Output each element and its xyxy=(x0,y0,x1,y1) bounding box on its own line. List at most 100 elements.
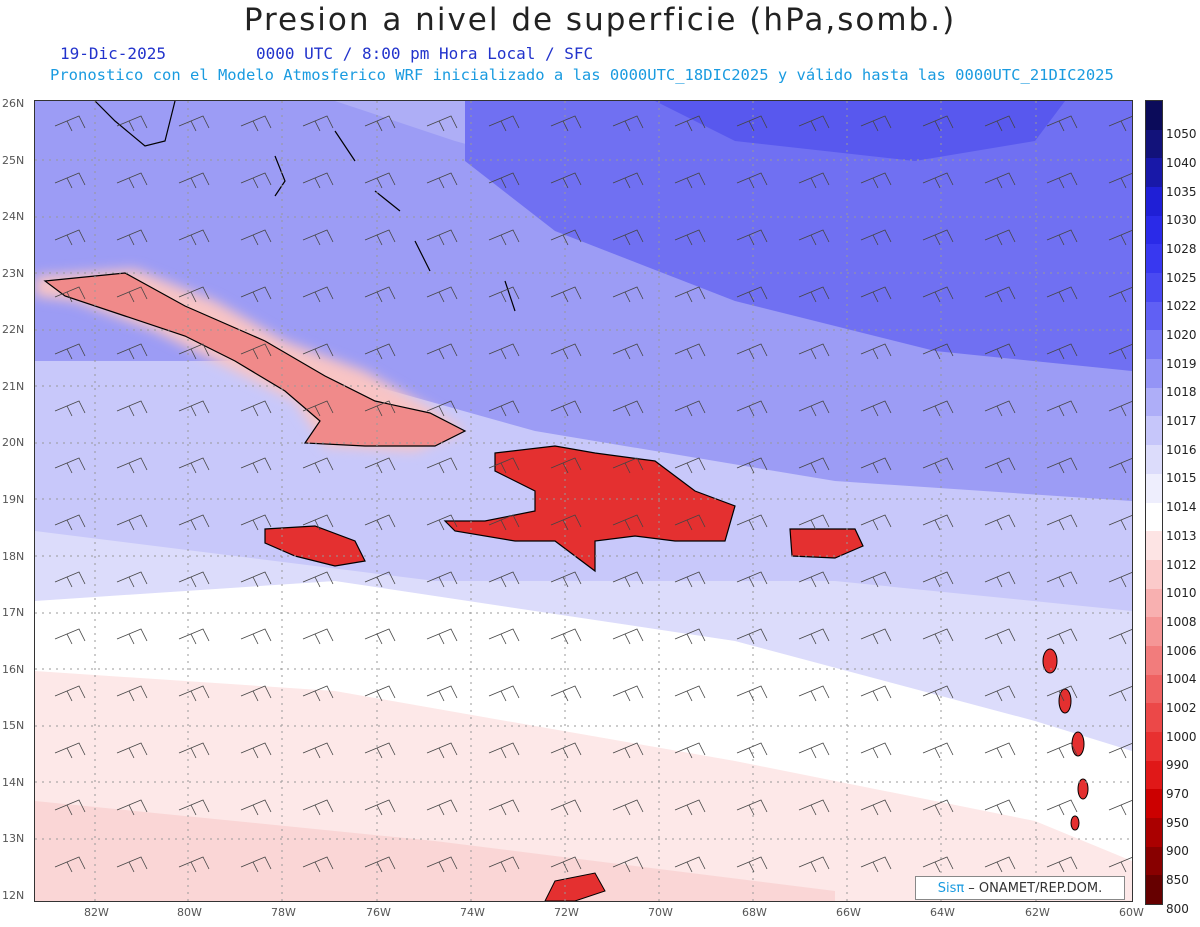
wind-barb xyxy=(798,115,830,132)
wind-barb xyxy=(1108,343,1132,360)
wind-barb xyxy=(364,685,396,702)
wind-barb xyxy=(1046,400,1078,417)
lon-label: 74W xyxy=(460,906,485,919)
colorbar-label: 1050 xyxy=(1166,127,1197,142)
wind-barb xyxy=(612,400,644,417)
wind-barb xyxy=(922,115,954,132)
wind-barb xyxy=(426,685,458,702)
wind-barb xyxy=(178,742,210,759)
wind-barb xyxy=(736,286,768,303)
wind-barb xyxy=(922,400,954,417)
wind-barb xyxy=(798,343,830,360)
colorbar-swatch xyxy=(1146,244,1162,274)
colorbar-label: 990 xyxy=(1166,758,1189,773)
wind-barb xyxy=(798,628,830,645)
colorbar-label: 850 xyxy=(1166,872,1189,887)
wind-barb xyxy=(302,343,334,360)
wind-barb xyxy=(302,742,334,759)
wind-barb xyxy=(612,229,644,246)
wind-barb xyxy=(922,172,954,189)
colorbar-label: 1030 xyxy=(1166,213,1197,228)
wind-barb xyxy=(984,514,1016,531)
wind-barb xyxy=(178,514,210,531)
credit-org: – ONAMET/REP.DOM. xyxy=(968,880,1103,896)
lon-label: 62W xyxy=(1025,906,1050,919)
wind-barb xyxy=(488,115,520,132)
wind-barb xyxy=(426,343,458,360)
wind-barb xyxy=(984,742,1016,759)
wind-barb xyxy=(922,514,954,531)
colorbar-label: 1020 xyxy=(1166,328,1197,343)
wind-barb xyxy=(1046,742,1078,759)
colorbar-swatch xyxy=(1146,559,1162,590)
colorbar-label: 970 xyxy=(1166,786,1189,801)
wind-barb xyxy=(364,742,396,759)
map-title: Presion a nivel de superficie (hPa,somb.… xyxy=(243,2,957,38)
colorbar-swatch xyxy=(1146,416,1162,446)
wind-barb xyxy=(1046,514,1078,531)
wind-barb xyxy=(860,571,892,588)
lon-label: 66W xyxy=(836,906,861,919)
wind-barb xyxy=(240,286,272,303)
lon-label: 78W xyxy=(271,906,296,919)
lat-label: 23N xyxy=(2,267,25,280)
wind-barb xyxy=(178,343,210,360)
wind-barb xyxy=(54,856,86,873)
wind-barb xyxy=(860,856,892,873)
wind-barb xyxy=(488,514,520,531)
colorbar-label: 1016 xyxy=(1166,442,1197,457)
wind-barb xyxy=(798,856,830,873)
wind-barb xyxy=(116,286,148,303)
colorbar-swatch xyxy=(1146,359,1162,389)
wind-barb xyxy=(674,457,706,474)
wind-barb xyxy=(860,742,892,759)
wind-barb xyxy=(426,856,458,873)
wind-barb xyxy=(798,514,830,531)
wind-barb xyxy=(426,286,458,303)
colorbar-swatch xyxy=(1146,101,1162,131)
wind-barb xyxy=(860,115,892,132)
wind-barb xyxy=(302,685,334,702)
wind-barb xyxy=(1046,685,1078,702)
wind-barb xyxy=(488,343,520,360)
wind-barb xyxy=(240,628,272,645)
lat-label: 12N xyxy=(2,889,25,902)
wind-barb xyxy=(984,172,1016,189)
wind-barb xyxy=(612,286,644,303)
colorbar-label: 1040 xyxy=(1166,156,1197,171)
colorbar-swatch xyxy=(1146,674,1162,704)
wind-barb xyxy=(116,799,148,816)
wind-barb xyxy=(674,628,706,645)
venezuela-land xyxy=(544,872,606,901)
wind-barb xyxy=(860,457,892,474)
wind-barb xyxy=(364,115,396,132)
wind-barb xyxy=(550,229,582,246)
wind-barb xyxy=(488,286,520,303)
wind-barb xyxy=(1046,457,1078,474)
wind-barb xyxy=(364,229,396,246)
wind-barb xyxy=(984,628,1016,645)
wind-barb xyxy=(1108,286,1132,303)
wind-barb xyxy=(860,514,892,531)
wind-barb xyxy=(426,400,458,417)
wind-barb xyxy=(178,685,210,702)
lat-label: 18N xyxy=(2,550,25,563)
dominica-land xyxy=(1058,688,1072,714)
wind-barb xyxy=(674,571,706,588)
wind-barb xyxy=(302,286,334,303)
forecast-date: 19-Dic-2025 xyxy=(60,44,166,63)
lon-label: 68W xyxy=(742,906,767,919)
wind-barb xyxy=(736,115,768,132)
wind-barb xyxy=(736,343,768,360)
wind-barb xyxy=(302,799,334,816)
wind-barb xyxy=(550,856,582,873)
wind-barb xyxy=(116,172,148,189)
wind-barb xyxy=(54,400,86,417)
lat-label: 15N xyxy=(2,719,25,732)
wind-barb xyxy=(1046,229,1078,246)
wind-barb xyxy=(612,571,644,588)
wind-barb xyxy=(550,742,582,759)
wind-barb xyxy=(240,172,272,189)
band-deepest xyxy=(655,101,1065,161)
wind-barb xyxy=(612,856,644,873)
